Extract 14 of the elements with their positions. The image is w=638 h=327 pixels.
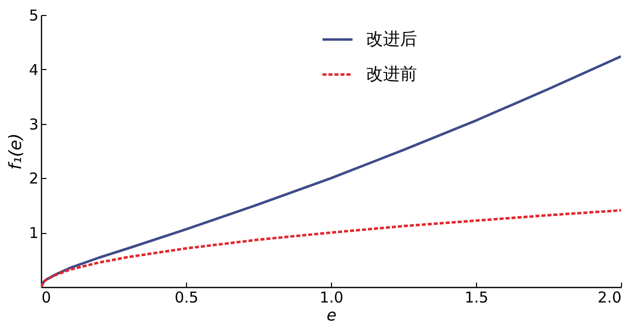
- x-tick-label: 1.0: [320, 288, 344, 306]
- y-tick-label: 3: [28, 115, 38, 134]
- x-tick-label: 0: [42, 288, 52, 306]
- y-axis-title: f₁(e): [6, 133, 26, 170]
- x-tick-label: 2.0: [598, 288, 622, 306]
- x-axis-title: e: [326, 306, 337, 324]
- x-tick-label: 0.5: [174, 288, 198, 306]
- legend-label: 改进后: [366, 30, 417, 50]
- legend-label: 改进前: [366, 64, 417, 84]
- y-tick-label: 4: [28, 60, 38, 79]
- y-tick-label: 2: [28, 170, 38, 188]
- y-tick-label: 5: [28, 6, 38, 24]
- x-tick-label: 1.5: [464, 288, 488, 306]
- y-tick-label: 1: [28, 224, 38, 242]
